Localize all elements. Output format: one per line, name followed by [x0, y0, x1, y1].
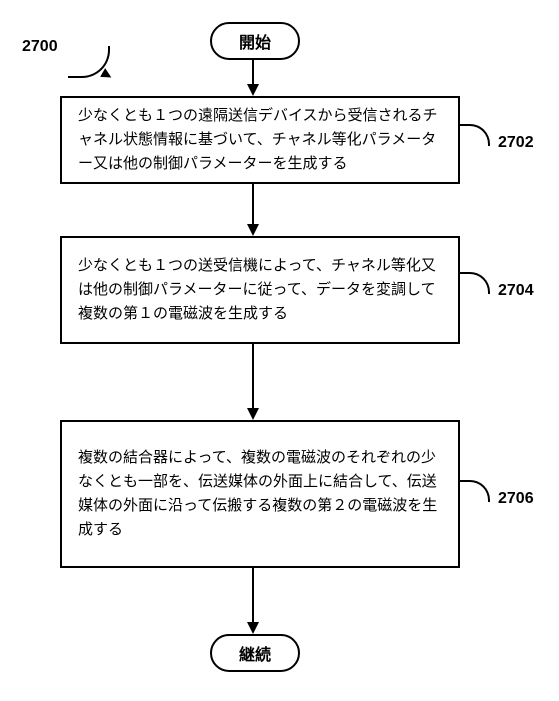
- arrow-line: [252, 58, 254, 86]
- ref-hook: [458, 272, 490, 294]
- process-step-2706: 複数の結合器によって、複数の電磁波のそれぞれの少なくとも一部を、伝送媒体の外面上…: [60, 420, 460, 568]
- terminator-end-label: 継続: [239, 641, 271, 665]
- process-step-2702: 少なくとも１つの遠隔送信デバイスから受信されるチャネル状態情報に基づいて、チャネ…: [60, 96, 460, 184]
- arrow-head-icon: [247, 224, 259, 236]
- process-text: 少なくとも１つの遠隔送信デバイスから受信されるチャネル状態情報に基づいて、チャネ…: [78, 104, 442, 176]
- ref-label-2706: 2706: [498, 490, 534, 508]
- arrow-line: [252, 344, 254, 410]
- ref-hook: [458, 480, 490, 502]
- arrow-line: [252, 568, 254, 624]
- terminator-start-label: 開始: [239, 29, 271, 53]
- flowchart-canvas: 2700 開始 少なくとも１つの遠隔送信デバイスから受信されるチャネル状態情報に…: [0, 0, 559, 701]
- process-text: 複数の結合器によって、複数の電磁波のそれぞれの少なくとも一部を、伝送媒体の外面上…: [78, 446, 442, 542]
- arrow-head-icon: [247, 84, 259, 96]
- arrow-head-icon: [247, 408, 259, 420]
- ref-label-2704: 2704: [498, 282, 534, 300]
- figure-ref-arrow: [68, 46, 118, 86]
- terminator-start: 開始: [210, 22, 300, 60]
- figure-ref-label: 2700: [22, 38, 58, 56]
- arrow-head-icon: [247, 622, 259, 634]
- ref-hook: [458, 124, 490, 146]
- arrow-line: [252, 184, 254, 226]
- process-step-2704: 少なくとも１つの送受信機によって、チャネル等化又は他の制御パラメーターに従って、…: [60, 236, 460, 344]
- process-text: 少なくとも１つの送受信機によって、チャネル等化又は他の制御パラメーターに従って、…: [78, 254, 442, 326]
- ref-label-2702: 2702: [498, 134, 534, 152]
- terminator-end: 継続: [210, 634, 300, 672]
